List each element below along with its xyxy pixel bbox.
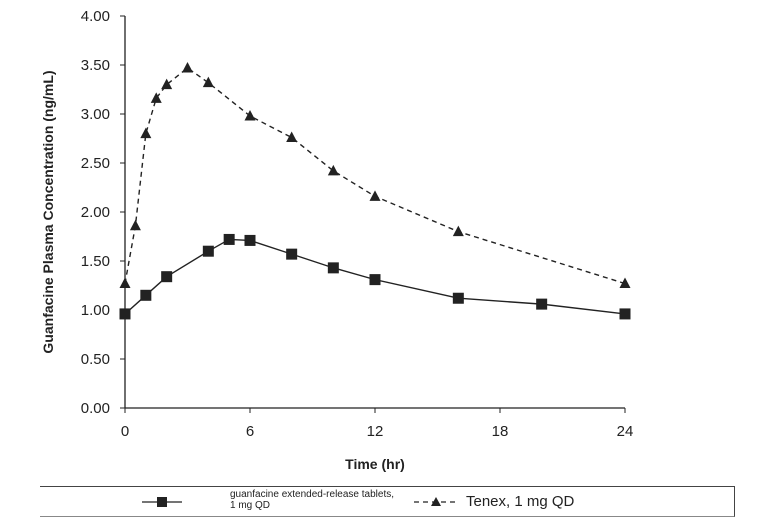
data-point-square: [244, 234, 256, 246]
x-tick-label: 24: [617, 423, 634, 440]
data-point-triangle: [619, 277, 631, 289]
x-tick-label: 0: [121, 423, 129, 440]
y-tick-label: 4.00: [81, 8, 110, 25]
data-point-triangle: [129, 219, 141, 231]
x-tick-label: 6: [246, 423, 254, 440]
data-point-square: [286, 248, 298, 260]
legend: guanfacine extended-release tablets, 1 m…: [40, 486, 735, 517]
data-point-triangle: [161, 78, 173, 90]
data-point-triangle: [182, 61, 193, 73]
data-point-square: [140, 289, 152, 301]
legend-symbols: [142, 497, 456, 507]
data-point-triangle: [286, 131, 298, 143]
data-point-triangle: [452, 225, 464, 237]
y-tick-label: 3.00: [81, 106, 110, 123]
y-tick-label: 2.50: [81, 155, 110, 172]
data-point-triangle: [202, 76, 214, 88]
data-point-square: [369, 274, 381, 286]
y-tick-label: 2.00: [81, 204, 110, 221]
series-line-tenex: [124, 67, 626, 285]
legend-label-er: guanfacine extended-release tablets, 1 m…: [230, 489, 440, 511]
data-point-triangle: [244, 109, 256, 121]
legend-label-er-line1: guanfacine extended-release tablets,: [230, 489, 395, 500]
data-point-triangle: [150, 92, 162, 103]
data-point-square: [327, 262, 339, 274]
y-tick-label: 1.50: [81, 253, 110, 270]
data-point-square: [452, 292, 464, 304]
legend-label-er-line2: 1 mg QD: [230, 500, 271, 511]
y-tick-label: 0.00: [81, 400, 110, 417]
data-point-square: [619, 308, 631, 320]
data-point-square: [223, 233, 235, 245]
x-axis-label: Time (hr): [345, 456, 405, 472]
y-tick-label: 0.50: [81, 351, 110, 368]
y-tick-label: 3.50: [81, 57, 110, 74]
y-tick-label: 1.00: [81, 302, 110, 319]
data-point-triangle: [369, 190, 381, 201]
legend-label-tenex: Tenex, 1 mg QD: [466, 493, 575, 510]
data-point-square: [161, 271, 173, 283]
data-point-triangle: [327, 164, 339, 176]
data-point-square: [536, 298, 548, 310]
x-tick-label: 18: [492, 423, 509, 440]
data-point-triangle: [119, 277, 131, 289]
y-axis-label: Guanfacine Plasma Concentration (ng/mL): [40, 70, 56, 353]
data-point-square: [202, 245, 214, 257]
x-tick-label: 12: [367, 423, 384, 440]
data-point-square: [119, 308, 131, 320]
legend-triangle-marker: [431, 497, 441, 506]
legend-square-marker: [157, 497, 167, 507]
data-point-triangle: [140, 127, 152, 139]
